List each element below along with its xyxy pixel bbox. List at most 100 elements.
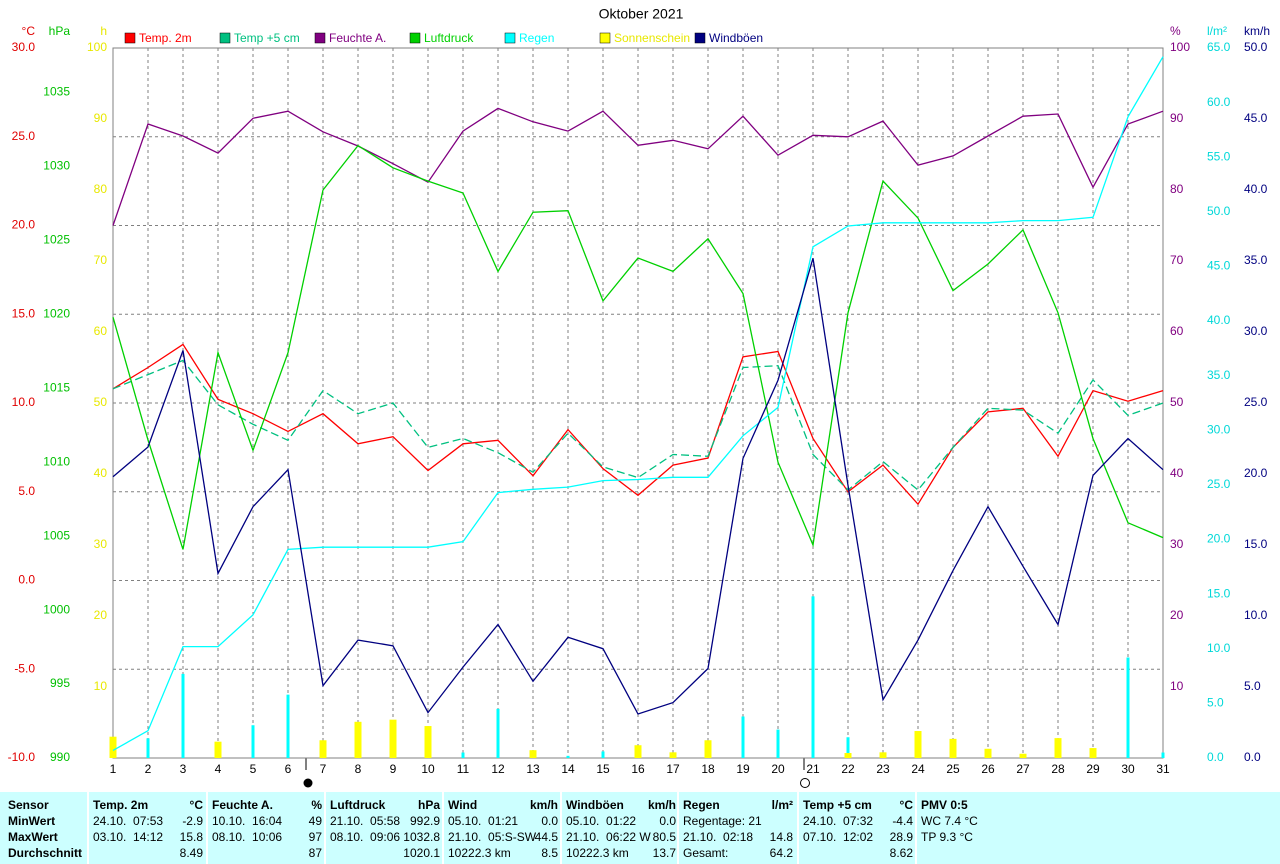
axis-unit: % <box>1170 24 1181 38</box>
y-tick-label: 0.0 <box>18 573 35 587</box>
bar <box>1089 748 1097 758</box>
legend-swatch <box>219 32 231 44</box>
y-tick-label: 1000 <box>43 602 70 616</box>
bar <box>741 716 745 758</box>
table-cell: °C <box>899 798 913 812</box>
table-cell: Windböen <box>566 798 624 812</box>
table-cell: l/m² <box>771 798 793 812</box>
x-tick-label: 6 <box>285 762 292 776</box>
bar <box>879 752 887 758</box>
y-tick-label: 45.0 <box>1244 111 1268 125</box>
y-tick-label: 10.0 <box>1244 608 1268 622</box>
bar <box>949 738 957 758</box>
legend-label: Feuchte A. <box>329 31 386 45</box>
y-tick-label: 40.0 <box>1244 182 1268 196</box>
column-separator <box>560 792 562 864</box>
bar <box>984 748 992 758</box>
bar <box>1161 752 1165 758</box>
y-tick-label: 20.0 <box>1244 466 1268 480</box>
table-cell: 8.5 <box>541 846 558 860</box>
bar <box>634 745 642 758</box>
bar <box>844 753 852 758</box>
y-tick-label: 80 <box>94 182 108 196</box>
y-tick-label: 1010 <box>43 454 70 468</box>
table-cell: MinWert <box>8 814 56 828</box>
series-line <box>112 343 1164 506</box>
table-cell: 87 <box>308 846 322 860</box>
table-cell: hPa <box>417 798 440 812</box>
table-cell: 08.10. 09:06 <box>330 830 401 844</box>
y-tick-label: 50 <box>94 395 108 409</box>
bar <box>704 740 712 758</box>
y-tick-label: 55.0 <box>1207 149 1231 163</box>
table-cell: Gesamt: <box>683 846 729 860</box>
table-cell: 14.8 <box>769 830 793 844</box>
table-cell: -4.4 <box>892 814 913 828</box>
table-cell: 1032.8 <box>403 830 440 844</box>
y-tick-label: 0.0 <box>1244 750 1261 764</box>
table-cell: % <box>311 798 322 812</box>
full-moon-icon <box>800 778 810 788</box>
y-tick-label: 60 <box>94 324 108 338</box>
x-tick-label: 2 <box>145 762 152 776</box>
legend-label: Sonnenschein <box>614 31 690 45</box>
table-cell: km/h <box>529 798 558 812</box>
x-tick-label: 14 <box>561 762 575 776</box>
bar <box>286 694 290 758</box>
column-separator <box>206 792 208 864</box>
table-cell: Sensor <box>8 798 49 812</box>
x-tick-label: 22 <box>841 762 855 776</box>
x-tick-label: 9 <box>390 762 397 776</box>
table-cell: Regen <box>683 798 720 812</box>
y-tick-label: 5.0 <box>18 484 35 498</box>
table-cell: 10.10. 16:04 <box>212 814 283 828</box>
legend-swatch <box>599 32 611 44</box>
y-tick-label: 995 <box>50 676 70 690</box>
table-cell: 13.7 <box>652 846 676 860</box>
column-separator <box>87 792 89 864</box>
x-tick-label: 12 <box>491 762 505 776</box>
stats-table: Sensor MinWert MaxWert Durchschnitt Temp. 2m… <box>0 792 1280 864</box>
table-cell: 0.0 <box>659 814 676 828</box>
grid <box>112 47 1164 759</box>
x-tick-label: 30 <box>1121 762 1135 776</box>
axis-unit: hPa <box>49 24 71 38</box>
y-tick-label: 1015 <box>43 380 70 394</box>
x-tick-label: 20 <box>771 762 785 776</box>
bar <box>601 751 605 758</box>
bar <box>389 719 397 758</box>
y-tick-label: 50.0 <box>1207 204 1231 218</box>
y-tick-label: 40.0 <box>1207 313 1231 327</box>
new-moon-icon <box>303 778 313 788</box>
x-tick-label: 13 <box>526 762 540 776</box>
table-cell: 80.5 <box>652 830 676 844</box>
y-tick-label: 100 <box>1170 40 1190 54</box>
y-tick-label: 100 <box>87 40 107 54</box>
x-tick-label: 16 <box>631 762 645 776</box>
y-tick-label: 80 <box>1170 182 1184 196</box>
table-cell: 992.9 <box>409 814 440 828</box>
table-cell: PMV 0:5 <box>921 798 968 812</box>
y-tick-label: 70 <box>1170 253 1184 267</box>
bar <box>214 741 222 758</box>
y-tick-label: 15.0 <box>12 306 36 320</box>
legend-label: Temp. 2m <box>139 31 192 45</box>
x-tick-label: 21 <box>806 762 820 776</box>
y-tick-label: 1005 <box>43 528 70 542</box>
bar <box>914 731 922 758</box>
y-tick-label: 90 <box>1170 111 1184 125</box>
y-tick-label: 30 <box>94 537 108 551</box>
chart: Oktober 2021 1 2 3 4 5 6 7 8 9 10 11 12 13 14 15 16 17 18… <box>8 6 1270 788</box>
table-cell: 0.0 <box>541 814 558 828</box>
table-cell: 21.10. 05:S-SW <box>448 830 537 844</box>
x-tick-label: 10 <box>421 762 435 776</box>
y-tick-label: 1030 <box>43 159 70 173</box>
table-cell: Temp. 2m <box>93 798 149 812</box>
y-tick-label: 10 <box>1170 679 1184 693</box>
y-tick-label: 70 <box>94 253 108 267</box>
table-cell: 21.10. 05:58 <box>330 814 401 828</box>
table-cell: °C <box>189 798 203 812</box>
bar <box>846 737 850 758</box>
bar <box>424 726 432 758</box>
y-tick-label: 10.0 <box>1207 641 1231 655</box>
